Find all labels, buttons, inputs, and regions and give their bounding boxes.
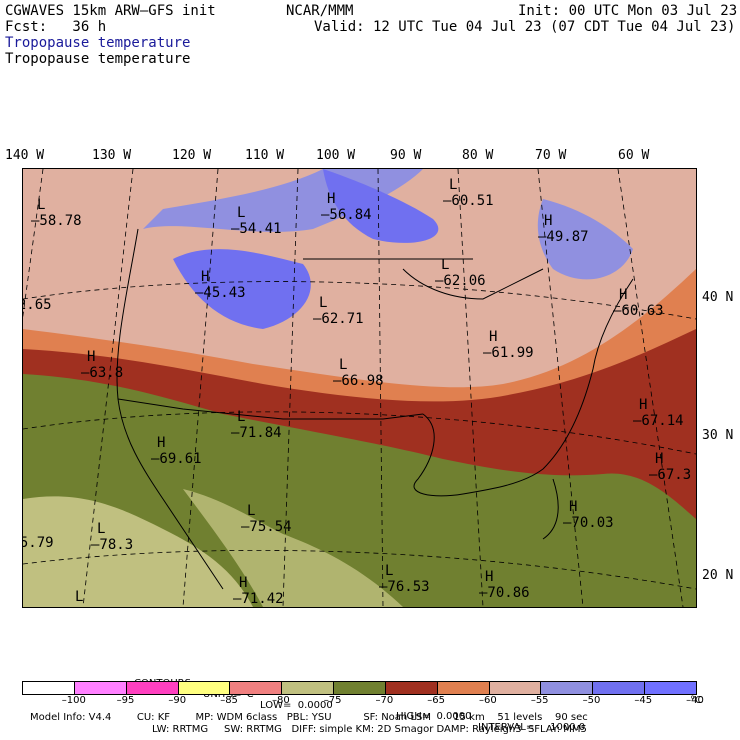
pressure-center: H –56.84 — [321, 191, 372, 223]
valid-time: Valid: 12 UTC Tue 04 Jul 23 (07 CDT Tue … — [314, 19, 736, 35]
pressure-center: H –45.43 — [195, 269, 246, 301]
pressure-center: –75.79 — [23, 535, 54, 551]
pressure-center: –62.65 — [23, 297, 52, 313]
band-75-70-b — [183, 489, 403, 607]
forecast-hour: Fcst: 36 h — [5, 19, 107, 35]
lat-label: 20 N — [702, 568, 734, 583]
lat-label: 30 N — [702, 428, 734, 443]
pressure-center: H –67.14 — [633, 397, 684, 429]
pressure-center: L –62.06 — [435, 257, 486, 289]
legend-swatch — [230, 682, 283, 694]
pressure-center: L –58.78 — [31, 197, 82, 229]
band-45-40-b — [323, 169, 439, 243]
legend-swatch — [385, 682, 438, 694]
init-time: Init: 00 UTC Mon 03 Jul 23 — [518, 3, 738, 19]
legend-tick-label: –70 — [375, 695, 394, 706]
legend-tick-label: –100 — [61, 695, 86, 706]
org-label: NCAR/MMM — [286, 3, 354, 19]
legend-tick-label: –65 — [427, 695, 446, 706]
legend-tick-label: –50 — [582, 695, 601, 706]
legend-tick-label: –60 — [479, 695, 497, 706]
pressure-center: H –67.3 — [649, 451, 692, 483]
legend-swatch — [437, 682, 490, 694]
pressure-center: L –62.71 — [313, 295, 364, 327]
legend-swatch — [541, 682, 594, 694]
legend-tick-label: –95 — [116, 695, 135, 706]
legend-swatch — [489, 682, 542, 694]
legend-tick-label: –90 — [168, 695, 187, 706]
lon-label: 70 W — [535, 148, 567, 163]
pressure-center: H –49.87 — [538, 213, 589, 245]
pressure-center: H –70.03 — [563, 499, 614, 531]
lon-label: 80 W — [462, 148, 494, 163]
band-75-70 — [23, 496, 253, 607]
legend-swatch — [23, 682, 75, 694]
model-info-line2: LW: RRTMG SW: RRTMG DIFF: simple KM: 2D … — [152, 724, 587, 735]
color-legend — [22, 681, 697, 695]
pressure-center: L –78.3 — [91, 521, 134, 553]
legend-swatch — [593, 682, 646, 694]
pressure-center: L –66.98 — [333, 357, 384, 389]
lon-label: 110 W — [245, 148, 285, 163]
legend-tick-label: –40 — [686, 695, 704, 706]
map-panel: L –58.78 L –54.41 H –56.84 L –60.51 H –49.87 … — [22, 168, 697, 608]
band-50-45-b — [537, 199, 633, 280]
pressure-center: H –63.8 — [81, 349, 124, 381]
legend-tick-label: –75 — [323, 695, 342, 706]
field-title-primary: Tropopause temperature — [5, 35, 191, 51]
legend-swatch — [126, 682, 179, 694]
pressure-center: L –60.51 — [443, 177, 494, 209]
pressure-center: L –75.54 — [241, 503, 292, 535]
pressure-center: H –61.99 — [483, 329, 534, 361]
pressure-center: L –76.53 — [379, 563, 430, 595]
field-title-secondary: Tropopause temperature — [5, 51, 191, 67]
band-45-40 — [173, 249, 311, 329]
lon-label: 120 W — [172, 148, 212, 163]
lon-label: 130 W — [92, 148, 132, 163]
pressure-center: L –71.84 — [231, 409, 282, 441]
lon-label: 140 W — [5, 148, 45, 163]
legend-swatch — [74, 682, 127, 694]
lon-label: 100 W — [316, 148, 356, 163]
legend-unit: °C — [690, 695, 702, 706]
pressure-center: L –54.41 — [231, 205, 282, 237]
legend-tick-label: –80 — [271, 695, 290, 706]
tropopause-temperature-map — [23, 169, 696, 607]
model-info-line1: Model Info: V4.4 CU: KF MP: WDM 6class P… — [30, 712, 588, 723]
lon-label: 90 W — [390, 148, 422, 163]
pressure-center: H –71.42 — [233, 575, 284, 607]
legend-tick-label: –45 — [634, 695, 653, 706]
pressure-center: H –69.61 — [151, 435, 202, 467]
lat-label: 40 N — [702, 290, 734, 305]
legend-tick-label: –85 — [220, 695, 238, 706]
legend-tick-label: –55 — [530, 695, 549, 706]
pressure-center: H –70.86 — [479, 569, 530, 601]
legend-swatch — [178, 682, 231, 694]
lon-label: 60 W — [618, 148, 650, 163]
pressure-center: H –60.63 — [613, 287, 664, 319]
legend-swatch — [282, 682, 335, 694]
model-title: CGWAVES 15km ARW–GFS init — [5, 3, 216, 19]
legend-swatch — [334, 682, 386, 694]
pressure-center: L — [75, 589, 84, 605]
legend-swatch — [645, 682, 696, 694]
